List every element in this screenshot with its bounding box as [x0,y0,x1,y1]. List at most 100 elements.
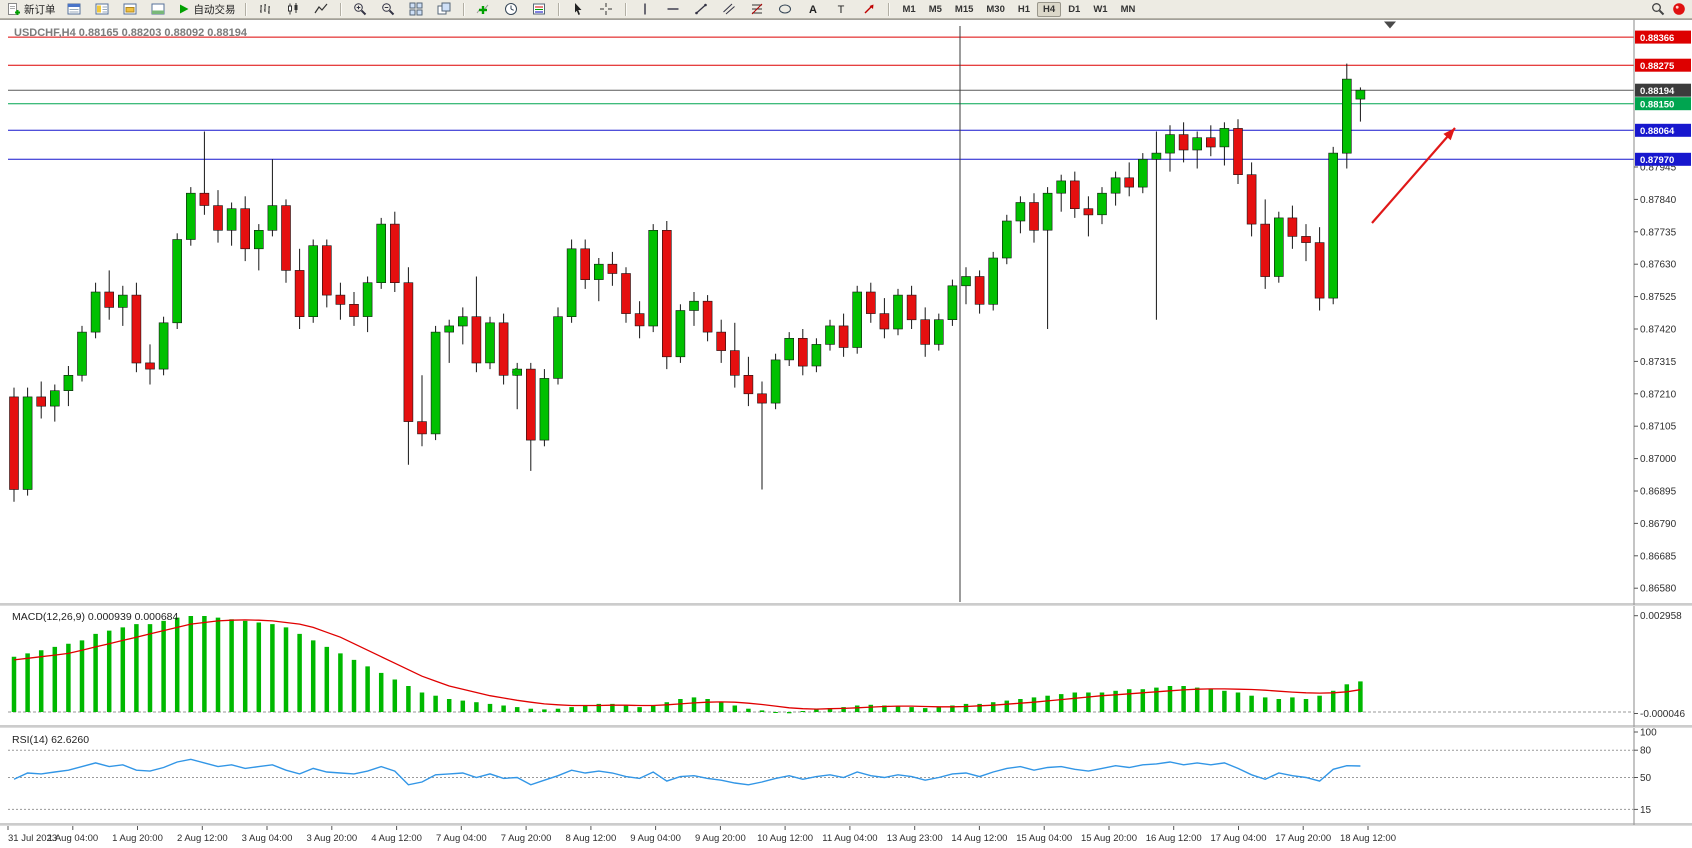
time-axis-label: 3 Aug 04:00 [242,833,293,844]
candle-body [1015,202,1026,222]
candle-body [607,263,618,274]
candle-body [539,378,550,441]
price-tag-label: 0.87970 [1640,155,1674,166]
vertical-line-button[interactable] [632,0,659,19]
tf-h1-button[interactable]: H1 [1017,3,1031,15]
candle-body [1151,152,1162,160]
price-tag-0.87970 [1635,152,1691,166]
data-window-button[interactable] [89,0,116,19]
time-axis-label: 11 Aug 04:00 [822,833,877,844]
svg-text:T: T [838,4,845,16]
candle-body [553,316,563,379]
zoom-out-button[interactable] [375,0,402,19]
candle-body [226,208,237,231]
templates-button[interactable] [526,0,553,19]
trend-arrow[interactable] [1371,127,1456,224]
price-chart[interactable]: USDCHF,H4 0.88165 0.88203 0.88092 0.8819… [0,20,1692,848]
candle-body [308,245,319,317]
rsi-axis-label: 100 [1640,728,1657,739]
autotrading-button[interactable]: 自动交易 [173,0,240,19]
horizontal-line-button[interactable] [660,0,687,19]
terminal-icon [151,3,165,15]
time-axis-label: 13 Aug 23:00 [887,833,943,844]
line-chart-button[interactable] [308,0,335,19]
time-axis-label: 7 Aug 04:00 [436,833,487,844]
candle-body [1287,217,1298,237]
zoom-in-button[interactable] [347,0,374,19]
candle-body [240,208,250,250]
new-order-label: 新订单 [24,3,56,16]
candle-body [689,300,699,311]
candle-body [1246,174,1257,225]
cursor-button[interactable] [565,0,592,19]
candle-body [498,322,509,376]
time-axis-label: 8 Aug 12:00 [566,833,617,844]
indicators-button[interactable] [470,0,497,19]
shapes-button[interactable] [772,0,799,19]
arrows-button[interactable] [856,0,883,19]
price-axis-label: 0.87840 [1640,195,1677,206]
crosshair-button[interactable] [593,0,620,19]
time-axis-label: 3 Aug 20:00 [306,833,357,844]
fibonacci-icon [751,3,763,15]
tf-m5-button[interactable]: M5 [928,3,942,15]
candle-body [961,276,971,287]
time-axis-label: 9 Aug 20:00 [695,833,746,844]
price-tag-0.88275 [1635,58,1691,72]
market-watch-icon [67,3,81,15]
autotrading-label: 自动交易 [193,3,236,16]
toolbar-separator [244,2,247,16]
price-tag-label: 0.88194 [1640,86,1675,97]
time-axis-label: 4 Aug 12:00 [371,833,422,844]
trendline-button[interactable] [688,0,715,19]
tf-m30-button[interactable]: M30 [986,3,1005,15]
new-order-button[interactable]: 新订单 [3,0,60,19]
time-axis-label: 15 Aug 20:00 [1081,833,1137,844]
tf-d1-button[interactable]: D1 [1068,3,1081,15]
candle-body [118,294,128,308]
terminal-button[interactable] [145,0,172,19]
cascade-windows-button[interactable] [431,0,458,19]
tf-h4-button[interactable]: H4 [1037,1,1062,17]
candle-body [457,316,468,327]
periods-button[interactable] [498,0,525,19]
channel-button[interactable] [716,0,743,19]
tf-mn-button[interactable]: MN [1120,3,1136,15]
text-button[interactable]: A [800,0,827,19]
channel-icon [723,3,735,15]
navigator-button[interactable] [117,0,144,19]
market-watch-button[interactable] [61,0,88,19]
text-label-button[interactable]: T [828,0,855,19]
candle-body [485,322,495,364]
candle-body [784,337,795,361]
tile-windows-button[interactable] [403,0,430,19]
chart-title: USDCHF,H4 0.88165 0.88203 0.88092 0.8819… [14,27,248,39]
candle-body [593,263,604,280]
alert-indicator-icon[interactable] [1672,2,1686,16]
candlestick-chart-button[interactable] [280,0,307,19]
candle-body [403,282,414,422]
tf-m1-button[interactable]: M1 [902,3,916,15]
chart-shift-marker-icon[interactable] [1384,21,1396,29]
candle-body [321,245,332,296]
tf-w1-button[interactable]: W1 [1093,3,1108,15]
toolbar-separator [887,2,890,16]
candle-body [1206,137,1216,148]
price-axis-label: 0.87420 [1640,325,1677,336]
candle-body [702,300,713,333]
candle-body [199,192,210,206]
fibonacci-button[interactable] [744,0,771,19]
crosshair-icon [600,3,612,15]
bar-chart-button[interactable] [252,0,279,19]
search-icon[interactable] [1651,2,1665,16]
price-axis-label: 0.87945 [1640,163,1677,174]
rsi-axis-label: 50 [1640,773,1652,784]
rsi-line [13,758,1361,786]
tf-m15-button[interactable]: M15 [954,3,974,15]
candle-body [797,337,808,367]
data-window-icon [95,3,109,15]
new-order-icon [8,3,20,15]
chart-window[interactable]: USDCHF,H4 0.88165 0.88203 0.88092 0.8819… [0,19,1692,848]
candle-body [621,273,631,314]
candle-body [1219,128,1230,148]
